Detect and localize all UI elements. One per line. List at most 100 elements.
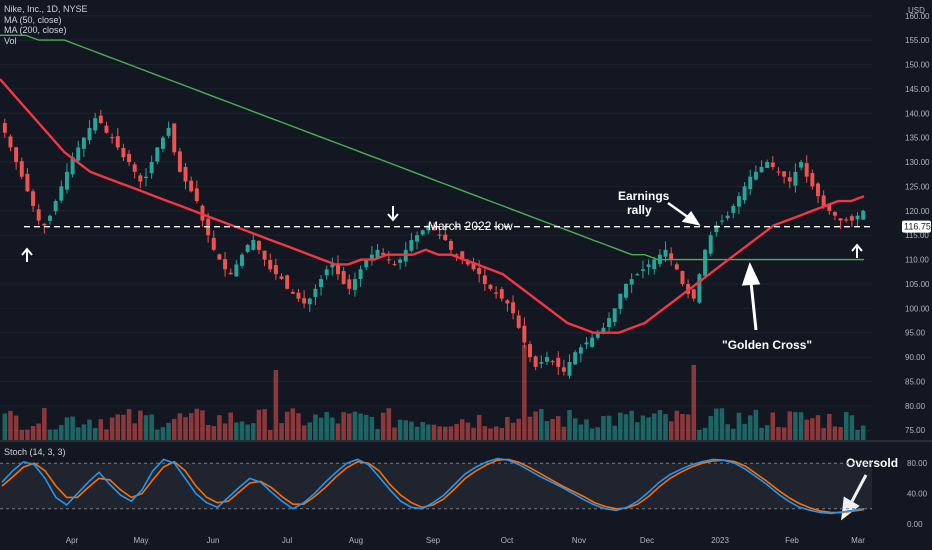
volume-bar [437, 426, 442, 440]
candle-body [703, 249, 708, 276]
volume-bar [75, 427, 81, 440]
volume-bar [228, 412, 233, 440]
candle-body [725, 215, 730, 219]
earnings-label-line2: rally [627, 203, 652, 217]
stoch-tick-label: 40.00 [907, 490, 928, 499]
candle-body [573, 352, 578, 365]
volume-bar [793, 412, 798, 440]
price-tick-label: 135.00 [905, 134, 930, 143]
ma200-legend[interactable]: MA (200, close) [4, 25, 67, 35]
volume-bar [171, 418, 177, 440]
volume-bar [821, 427, 826, 440]
candle-body [629, 279, 634, 285]
candle-body [217, 254, 222, 260]
volume-bar [30, 425, 36, 440]
volume-bar [81, 424, 87, 440]
volume-bar [499, 427, 505, 440]
candle-body [127, 153, 132, 163]
volume-bar [443, 426, 448, 440]
volume-bar [454, 423, 459, 440]
volume-bar [736, 412, 742, 440]
candle-body [432, 225, 436, 231]
volume-bar [584, 419, 589, 440]
volume-bar [697, 429, 702, 440]
volume-bar [347, 413, 352, 440]
annotations: March 2022 low Earnings rally "Golden Cr… [21, 189, 898, 521]
volume-bar [555, 416, 561, 440]
volume-bar [544, 421, 550, 440]
volume-bar [217, 415, 222, 440]
candle-body [341, 270, 346, 284]
golden-cross-arrow-icon [741, 261, 761, 331]
candle-body [646, 264, 651, 267]
candle-body [861, 210, 866, 220]
candle-body [2, 123, 7, 133]
candle-body [36, 209, 41, 221]
volume-bar [493, 426, 499, 440]
volume-bar [403, 420, 409, 440]
volume-bar [132, 423, 137, 440]
volume-bar [363, 414, 369, 440]
volume-bar [155, 429, 160, 440]
candle-body [776, 171, 781, 173]
time-tick-label: Jul [282, 536, 292, 545]
ma50-legend[interactable]: MA (50, close) [4, 14, 62, 25]
candle-body [477, 268, 482, 275]
volume-bar [380, 412, 386, 440]
march-low-label: March 2022 low [428, 219, 513, 233]
candle-body [821, 195, 826, 206]
candle-body [31, 191, 36, 206]
candle-body [437, 234, 442, 236]
volume-bar [290, 408, 296, 440]
volume-bar [262, 409, 267, 440]
time-axis[interactable]: Apr May Jun Jul Aug Sep Oct Nov Dec 2023 Feb Mar [66, 536, 865, 545]
volume-bar [273, 370, 279, 440]
volume-bar [121, 414, 126, 440]
volume-bar [781, 427, 787, 440]
candle-body [720, 220, 724, 222]
symbol-title[interactable]: Nike, Inc., 1D, NYSE [4, 4, 88, 14]
volume-bar [787, 411, 793, 440]
candle-body [76, 147, 81, 161]
golden-cross-label: "Golden Cross" [722, 338, 812, 352]
price-tick-label: 85.00 [905, 377, 926, 386]
volume-bar [335, 423, 341, 440]
candle-body [742, 186, 747, 201]
stoch-legend[interactable]: Stoch (14, 3, 3) [4, 447, 66, 457]
volume-bar [59, 425, 64, 440]
candle-body [522, 325, 527, 343]
volume-bar [804, 419, 809, 440]
candle-body [392, 264, 397, 266]
candle-body [607, 318, 612, 327]
volume-bar [578, 424, 584, 440]
volume-bar [550, 418, 555, 440]
candle-body [381, 252, 386, 255]
volume-bar [539, 409, 544, 440]
candle-body [330, 264, 335, 268]
volume-bar [414, 426, 420, 440]
candle-body [240, 254, 244, 266]
volume-bar [764, 425, 770, 440]
candle-body [561, 367, 566, 372]
volume-legend[interactable]: Vol [4, 35, 17, 46]
candle-body [669, 253, 674, 260]
candle-body [454, 254, 459, 256]
candle-body [680, 271, 685, 284]
volume-bar [98, 419, 104, 440]
price-axis[interactable]: 75.00 80.00 85.00 90.00 95.00 100.00 105.00 110… [905, 12, 930, 435]
time-tick-label: Dec [640, 536, 654, 545]
volume-bar [567, 409, 572, 440]
candle-body [544, 357, 549, 362]
candle-body [302, 298, 307, 304]
price-tick-label: 140.00 [905, 109, 930, 118]
candle-body [19, 161, 24, 177]
candle-body [369, 254, 374, 260]
candle-body [87, 127, 92, 141]
candle-body [578, 347, 583, 354]
time-tick-label: May [133, 536, 148, 545]
candle-body [759, 166, 764, 173]
candle-body [256, 241, 261, 250]
candle-body [810, 173, 815, 187]
volume-bar [606, 415, 612, 440]
